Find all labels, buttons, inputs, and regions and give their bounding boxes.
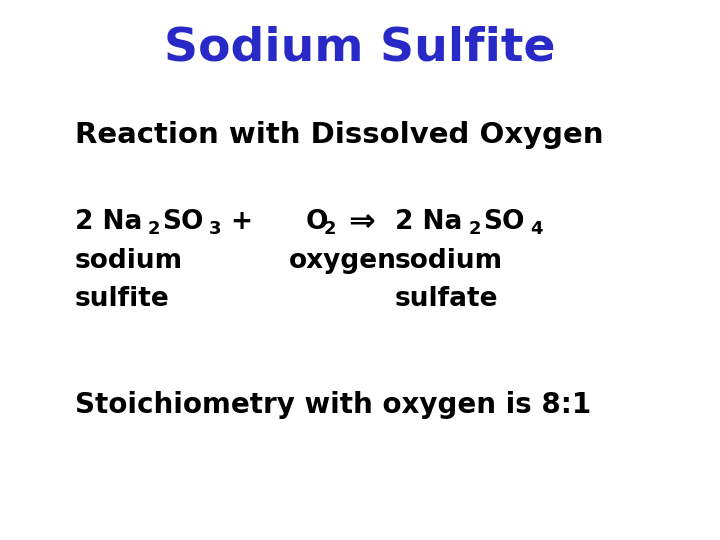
Text: Sodium Sulfite: Sodium Sulfite: [164, 25, 556, 71]
Text: sulfite: sulfite: [75, 286, 170, 312]
Text: 2: 2: [324, 220, 336, 238]
Text: SO: SO: [483, 209, 524, 235]
Text: O: O: [306, 209, 328, 235]
Text: ⇒: ⇒: [348, 206, 375, 238]
Text: 2: 2: [469, 220, 482, 238]
Text: 2 Na: 2 Na: [75, 209, 143, 235]
Text: 3: 3: [209, 220, 222, 238]
Text: Stoichiometry with oxygen is 8:1: Stoichiometry with oxygen is 8:1: [75, 391, 591, 419]
Text: +: +: [230, 209, 252, 235]
Text: sodium: sodium: [395, 248, 503, 274]
Text: 2: 2: [148, 220, 161, 238]
Text: sodium: sodium: [75, 248, 183, 274]
Text: SO: SO: [162, 209, 204, 235]
Text: 2 Na: 2 Na: [395, 209, 462, 235]
Text: Reaction with Dissolved Oxygen: Reaction with Dissolved Oxygen: [75, 121, 603, 149]
Text: sulfate: sulfate: [395, 286, 498, 312]
Text: oxygen: oxygen: [289, 248, 397, 274]
Text: 4: 4: [530, 220, 542, 238]
